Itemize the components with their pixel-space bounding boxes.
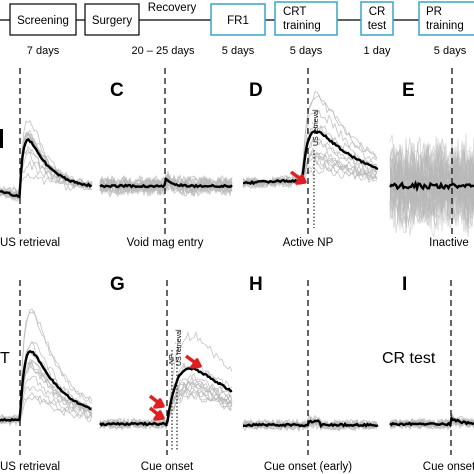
timeline: Screening Surgery Recovery FR1 CRT train… — [0, 0, 474, 57]
stage-cr-test: CR test — [360, 1, 394, 36]
panel-d-marker-label: US retrieval — [313, 109, 320, 146]
stage-pr-training: PR training — [418, 1, 474, 36]
individual-trace — [99, 379, 233, 429]
panel-h-xlabel: Cue onset (early) — [264, 461, 352, 473]
individual-trace — [99, 176, 233, 196]
panel-e-xlabel: Inactive — [429, 237, 469, 249]
panel-c-traces — [99, 170, 233, 198]
panel-g-marker-np: NP — [169, 354, 176, 364]
individual-trace — [242, 120, 378, 188]
individual-trace — [389, 136, 474, 236]
mean-trace — [0, 138, 93, 199]
individual-trace — [242, 165, 378, 190]
stage-recovery: Recovery — [145, 0, 201, 14]
individual-trace — [389, 168, 474, 203]
stage-recovery-label: Recovery — [148, 2, 197, 14]
duration-screening: 7 days — [27, 45, 60, 57]
individual-trace — [389, 134, 474, 238]
individual-trace — [0, 386, 93, 427]
panel-f: T US retrieval — [0, 280, 93, 473]
duration-pr-training: 5 days — [434, 45, 467, 57]
stage-crt-training-line1: CRT — [283, 6, 306, 18]
panel-f-note: T — [0, 350, 10, 367]
panel-g-xlabel: Cue onset — [141, 461, 194, 473]
mean-trace — [0, 349, 92, 422]
stage-crt-training-line2: training — [283, 20, 321, 32]
stage-surgery: Surgery — [84, 3, 140, 36]
panel-g-arrow-2 — [148, 406, 165, 421]
panel-h: H Cue onset (early) — [242, 274, 379, 473]
panel-d-xlabel: Active NP — [283, 237, 334, 249]
stage-pr-training-line2: training — [426, 20, 464, 32]
stage-fr1-label: FR1 — [227, 15, 249, 27]
panel-e: E Inactive — [389, 68, 474, 249]
panel-b-traces — [0, 119, 93, 202]
stage-crt-training: CRT training — [274, 1, 338, 36]
panel-i-traces — [389, 412, 474, 431]
panel-b-xlabel: US retrieval — [0, 237, 60, 249]
panel-i-xlabel: Cue onset — [423, 461, 474, 473]
panel-e-traces — [389, 133, 474, 238]
individual-trace — [242, 416, 378, 431]
panel-g: G NP US retrieval Cue onset — [99, 274, 233, 473]
stage-surgery-label: Surgery — [92, 15, 133, 27]
panel-h-letter: H — [249, 274, 263, 295]
panel-g-letter: G — [110, 274, 125, 295]
individual-trace — [0, 160, 93, 194]
panel-h-traces — [242, 414, 379, 432]
stage-screening-label: Screening — [17, 15, 69, 27]
individual-trace — [0, 136, 93, 202]
mean-trace — [99, 367, 233, 427]
panel-c-letter: C — [110, 80, 124, 101]
panel-b: US retrieval — [0, 68, 93, 249]
mean-trace — [242, 419, 379, 429]
panel-i-note: CR test — [382, 350, 436, 367]
stage-fr1: FR1 — [210, 3, 266, 36]
individual-trace — [99, 379, 233, 430]
panel-g-traces — [99, 331, 233, 431]
individual-trace — [389, 417, 474, 430]
panel-d-arrow — [289, 170, 307, 185]
mean-trace — [389, 415, 474, 428]
individual-trace — [0, 375, 93, 426]
panel-c: C Void mag entry — [99, 68, 233, 249]
duration-cr-test: 1 day — [364, 45, 391, 57]
panel-d: D US retrieval Active NP — [242, 68, 379, 249]
mean-trace — [99, 177, 233, 189]
panel-c-xlabel: Void mag entry — [127, 237, 204, 249]
individual-trace — [389, 169, 474, 204]
duration-fr1: 5 days — [222, 45, 255, 57]
stage-screening: Screening — [9, 3, 77, 36]
duration-crt-training: 5 days — [290, 45, 323, 57]
panel-f-xlabel: US retrieval — [0, 461, 60, 473]
stage-cr-test-line2: test — [368, 20, 387, 32]
panel-g-marker-us: US retrieval — [176, 329, 183, 366]
duration-recovery: 20 – 25 days — [132, 45, 195, 57]
individual-trace — [389, 143, 474, 229]
panel-i-letter: I — [402, 274, 407, 295]
panel-d-letter: D — [249, 80, 263, 101]
panel-i: I CR test Cue onset — [382, 274, 474, 473]
individual-trace — [0, 341, 93, 426]
panel-g-arrow-1 — [148, 394, 165, 409]
panel-b-letter — [0, 129, 3, 148]
panel-g-arrow-3 — [184, 354, 202, 369]
mean-trace — [389, 180, 474, 193]
panel-d-traces — [242, 90, 379, 190]
stage-pr-training-line1: PR — [426, 6, 442, 18]
mean-trace — [242, 130, 379, 186]
panel-e-letter: E — [402, 80, 415, 101]
panel-f-traces — [0, 308, 93, 427]
stage-cr-test-line1: CR — [369, 6, 386, 18]
